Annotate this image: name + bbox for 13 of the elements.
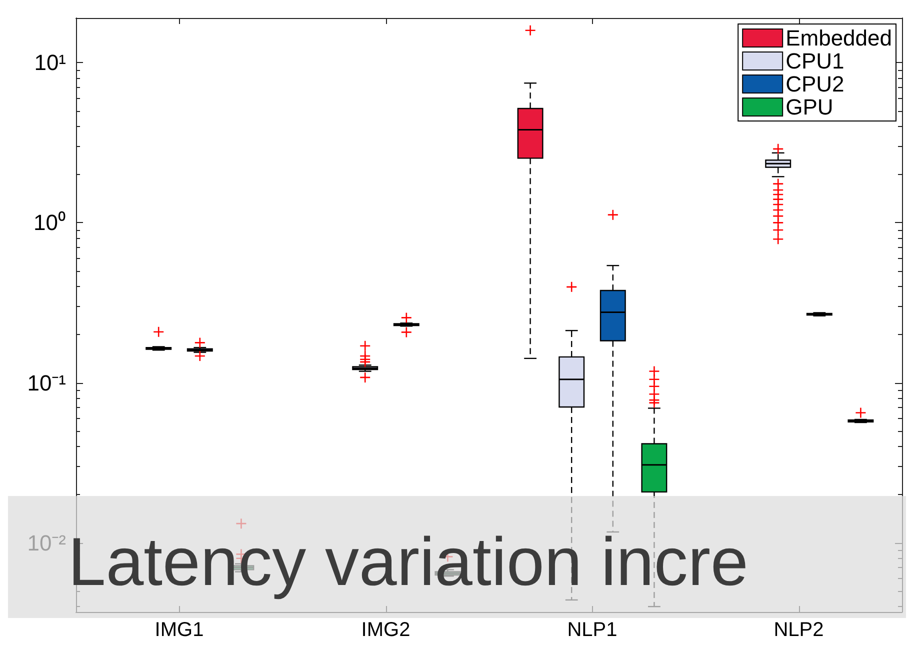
legend-label: CPU1 — [786, 48, 844, 74]
annotation: Latency variation incre — [68, 524, 748, 600]
y-tick-label: 10⁰ — [34, 210, 66, 236]
x-tick-label: IMG1 — [154, 619, 204, 641]
y-tick-label: 10¹ — [34, 50, 66, 76]
x-tick-label: NLP2 — [774, 619, 824, 641]
legend-label: GPU — [786, 94, 834, 120]
legend-label: CPU2 — [786, 72, 844, 96]
x-tick-label: IMG2 — [361, 619, 410, 641]
x-tick-label: NLP1 — [567, 619, 618, 641]
y-tick-label: 10⁻¹ — [27, 370, 66, 396]
legend-label: Embedded — [786, 26, 892, 50]
y-tick-label: 10⁻² — [27, 530, 66, 556]
